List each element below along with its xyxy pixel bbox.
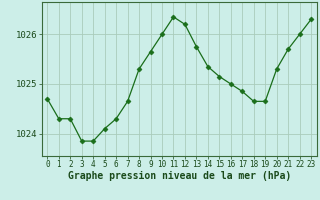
X-axis label: Graphe pression niveau de la mer (hPa): Graphe pression niveau de la mer (hPa) <box>68 171 291 181</box>
